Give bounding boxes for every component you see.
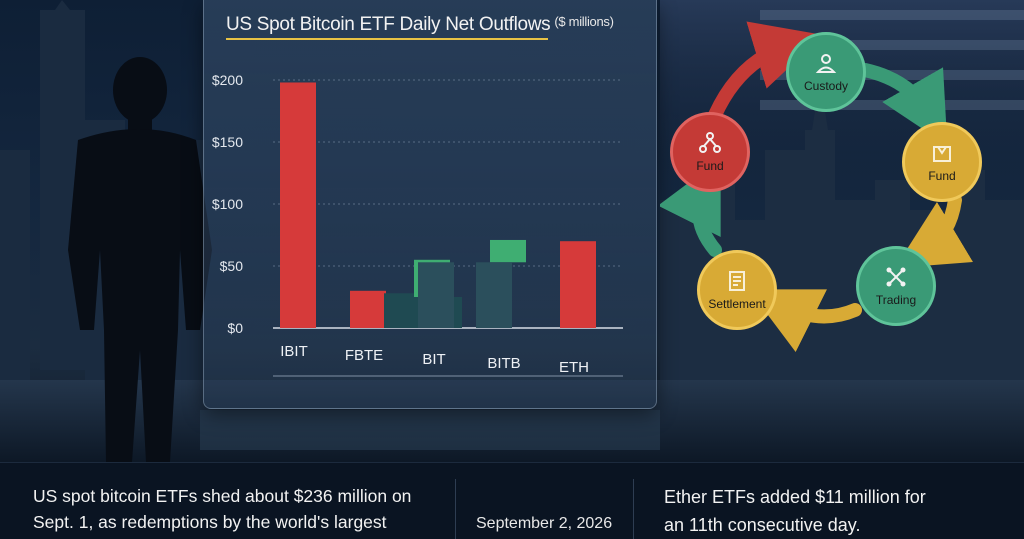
caption-summary-line: US spot bitcoin ETFs shed about $236 mil… [33, 486, 412, 506]
bar-bitb [476, 262, 512, 328]
cycle-node-fund-left: Fund [670, 112, 750, 192]
chart-units: ($ millions) [554, 14, 614, 29]
y-tick-label: $100 [212, 196, 243, 212]
y-tick-label: $200 [212, 72, 243, 88]
x-tick-label: BITB [487, 355, 520, 372]
document-icon [729, 271, 745, 291]
cycle-node-fund-right: Fund [902, 122, 982, 202]
building-icon [933, 146, 951, 162]
node-label: Trading [875, 293, 917, 307]
arrow-settlement-to-fund [660, 158, 722, 257]
cycle-node-custody: Custody [786, 32, 866, 112]
arrow-fund-to-custody [708, 21, 824, 122]
arrow-custody-to-fund [858, 63, 948, 146]
node-label: Settlement [708, 297, 766, 311]
y-tick-label: $150 [212, 134, 243, 150]
caption-date: September 2, 2026 [476, 515, 613, 532]
chart-title: US Spot Bitcoin ETF Daily Net Outflows ($… [226, 14, 636, 40]
network-icon [886, 267, 906, 287]
bar-fbte [350, 290, 386, 328]
arrow-fund-to-trading [894, 193, 974, 269]
caption-ether-line: Ether ETFs added $11 million for [664, 487, 926, 507]
cycle-node-settlement: Settlement [697, 250, 777, 330]
etf-cycle-diagram [660, 21, 974, 352]
network-icon [699, 132, 721, 153]
bar-ibit [280, 82, 316, 328]
x-tick-label: BIT [422, 351, 445, 368]
x-tick-label: FBTE [345, 347, 383, 364]
bar-bitb [490, 239, 526, 263]
bar-fbte [384, 293, 420, 328]
node-label: Fund [696, 159, 724, 173]
y-tick-label: $0 [227, 320, 243, 336]
chart-title-text: US Spot Bitcoin ETF Daily Net Outflows [226, 14, 551, 35]
x-tick-label: IBIT [280, 343, 308, 360]
y-tick-label: $50 [220, 258, 244, 274]
caption-summary-line: Sept. 1, as redemptions by the world's l… [33, 512, 387, 532]
caption-ether-line: an 11th consecutive day. [664, 515, 861, 535]
cycle-node-trading: Trading [856, 246, 936, 326]
caption-bar: US spot bitcoin ETFs shed about $236 mil… [0, 462, 1024, 539]
person-silhouette [68, 57, 212, 462]
outflows-bar-chart: $0 $50 $100 $150 $200 IBIT FBTE BIT BITB ETH [212, 72, 623, 377]
bar-bit [418, 262, 454, 328]
chart-glass-panel [203, 0, 657, 409]
caption-summary: US spot bitcoin ETFs shed about $236 mil… [33, 483, 448, 535]
node-label: Custody [803, 79, 849, 93]
caption-divider [455, 479, 456, 539]
x-tick-label: ETH [559, 359, 589, 376]
node-label: Fund [928, 169, 956, 183]
person-icon [815, 54, 837, 73]
arrow-trading-to-settlement [748, 289, 862, 352]
title-underline [226, 38, 548, 40]
bar-eth [560, 241, 596, 328]
caption-divider [633, 479, 634, 539]
caption-ether-note: Ether ETFs added $11 million for an 11th… [664, 483, 1004, 539]
